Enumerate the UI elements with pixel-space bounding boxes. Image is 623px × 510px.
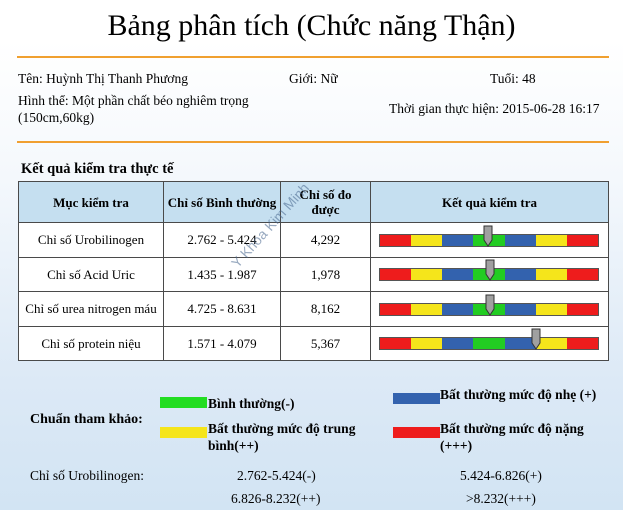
result-pointer-icon <box>531 328 541 351</box>
legend-label: Chuẩn tham khảo: <box>30 412 143 427</box>
result-bar-segment <box>411 234 443 246</box>
legend-text-normal: Bình thường(-) <box>208 396 295 411</box>
title-divider <box>17 56 609 58</box>
legend-text-moderate: Bất thường mức độ trung bình(++) <box>208 421 356 453</box>
result-bar-segment <box>535 234 567 246</box>
result-bar-segment <box>442 269 474 281</box>
result-pointer-icon <box>485 294 495 316</box>
result-bar-cell <box>370 222 609 258</box>
result-bar <box>379 337 599 351</box>
row-normal: 1.571 - 4.079 <box>163 325 281 361</box>
exec-time: Thời gian thực hiện: 2015-06-28 16:17 <box>389 101 600 116</box>
result-bar-segment <box>442 303 474 315</box>
row-item: Chỉ số Urobilinogen <box>18 222 164 258</box>
reference-range-moderate: 6.826-8.232(++) <box>231 491 321 506</box>
result-bar-segment <box>566 234 598 246</box>
row-normal: 1.435 - 1.987 <box>163 256 281 292</box>
header-item: Mục kiểm tra <box>18 181 164 223</box>
result-pointer-icon <box>485 259 495 282</box>
result-bar-segment <box>504 269 536 281</box>
row-item: Chỉ số urea nitrogen máu <box>18 291 164 327</box>
legend-swatch-severe <box>393 427 440 438</box>
result-bar-segment <box>380 234 412 246</box>
result-bar-segment <box>442 338 474 350</box>
legend-text-severe: Bất thường mức độ nặng (+++) <box>440 421 584 453</box>
reference-range-mild: 5.424-6.826(+) <box>460 468 542 483</box>
header-normal: Chỉ số Bình thường <box>163 181 281 223</box>
result-bar-segment <box>566 338 598 350</box>
result-bar-segment <box>380 338 412 350</box>
result-bar-cell <box>370 291 609 327</box>
row-normal: 2.762 - 5.424 <box>163 222 281 258</box>
table-header-row: Mục kiểm tra Chỉ số Bình thường Chỉ số đ… <box>18 181 609 223</box>
result-bar-segment <box>535 269 567 281</box>
result-bar-segment <box>535 303 567 315</box>
result-bar-segment <box>442 234 474 246</box>
result-bar-segment <box>380 269 412 281</box>
row-measured: 1,978 <box>280 256 371 292</box>
row-measured: 8,162 <box>280 291 371 327</box>
result-bar-cell <box>370 256 609 292</box>
page-title: Bảng phân tích (Chức năng Thận) <box>107 9 516 42</box>
row-item: Chỉ số Acid Uric <box>18 256 164 292</box>
section-title: Kết quả kiểm tra thực tế <box>21 161 174 177</box>
reference-range-normal: 2.762-5.424(-) <box>237 468 316 483</box>
result-bar-segment <box>411 338 443 350</box>
result-bar-segment <box>411 269 443 281</box>
result-bar-segment <box>380 303 412 315</box>
body-size: (150cm,60kg) <box>18 110 95 125</box>
result-bar-segment <box>566 303 598 315</box>
result-bar-segment <box>504 338 536 350</box>
table-row: Chỉ số Acid Uric 1.435 - 1.987 1,978 <box>18 256 609 292</box>
reference-label: Chỉ số Urobilinogen: <box>30 468 144 483</box>
legend-swatch-normal <box>160 397 207 408</box>
row-measured: 4,292 <box>280 222 371 258</box>
result-bar-cell <box>370 325 609 361</box>
row-normal: 4.725 - 8.631 <box>163 291 281 327</box>
patient-age: Tuổi: 48 <box>490 71 536 86</box>
reference-range-severe: >8.232(+++) <box>466 491 536 506</box>
result-bar-segment <box>411 303 443 315</box>
patient-name: Tên: Huỳnh Thị Thanh Phương <box>18 71 188 86</box>
result-bar-segment <box>535 338 567 350</box>
legend-swatch-moderate <box>160 427 207 438</box>
legend-text-mild: Bất thường mức độ nhẹ (+) <box>440 387 597 402</box>
row-item: Chỉ số protein niệu <box>18 325 164 361</box>
header-result: Kết quả kiểm tra <box>370 181 609 223</box>
result-bar-segment <box>504 303 536 315</box>
table-row: Chỉ số protein niệu 1.571 - 4.079 5,367 <box>18 325 609 361</box>
body-type: Hình thể: Một phần chất béo nghiêm trọng <box>18 93 249 108</box>
result-pointer-icon <box>483 225 493 247</box>
result-bar-segment <box>504 234 536 246</box>
patient-gender: Giới: Nữ <box>289 71 338 86</box>
row-measured: 5,367 <box>280 325 371 361</box>
info-divider <box>17 141 609 143</box>
table-row: Chỉ số Urobilinogen 2.762 - 5.424 4,292 <box>18 222 609 258</box>
result-bar-segment <box>473 338 505 350</box>
table-row: Chỉ số urea nitrogen máu 4.725 - 8.631 8… <box>18 291 609 327</box>
results-table: Mục kiểm tra Chỉ số Bình thường Chỉ số đ… <box>18 181 609 361</box>
result-bar-segment <box>566 269 598 281</box>
legend-swatch-mild <box>393 393 440 404</box>
header-measured: Chỉ số đo được <box>280 181 371 223</box>
